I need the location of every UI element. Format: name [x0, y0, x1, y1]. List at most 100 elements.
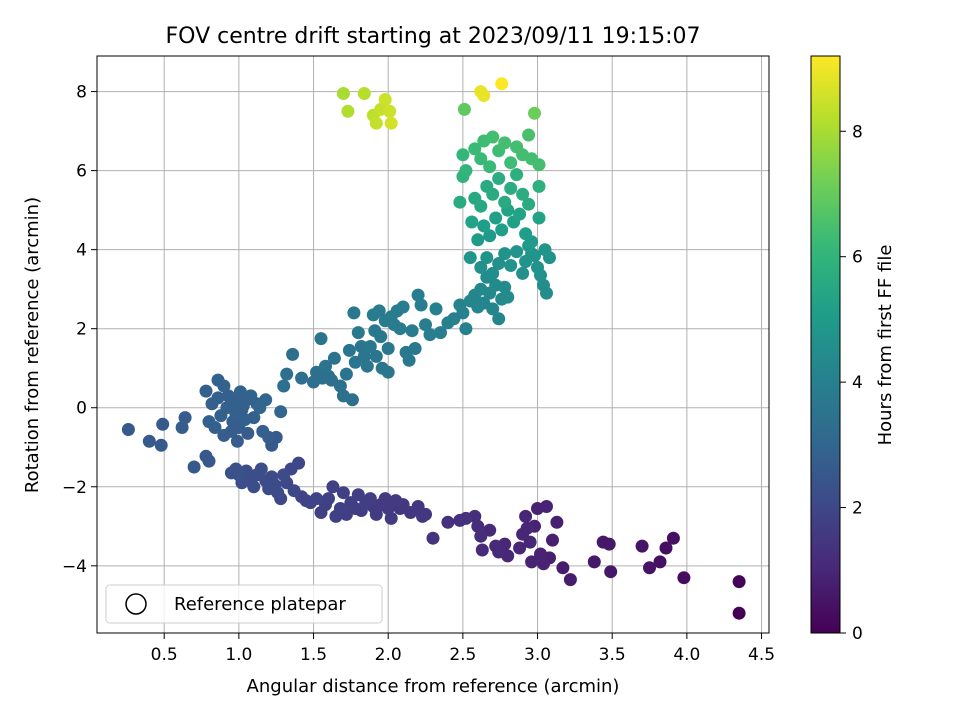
data-point	[256, 424, 270, 438]
data-point	[429, 302, 443, 316]
data-point	[504, 156, 518, 170]
data-point	[666, 531, 680, 545]
data-point	[175, 421, 189, 434]
data-point	[378, 492, 392, 506]
data-point	[463, 251, 477, 265]
data-point	[532, 179, 546, 193]
data-point	[504, 181, 518, 195]
data-point	[342, 343, 356, 357]
data-point	[486, 187, 500, 201]
data-point	[295, 371, 309, 385]
data-point	[369, 349, 383, 363]
data-point	[384, 116, 398, 130]
data-point	[456, 148, 470, 162]
data-point	[345, 393, 359, 407]
data-point	[441, 515, 455, 529]
data-point	[492, 257, 506, 270]
data-point	[360, 359, 374, 373]
data-point	[643, 561, 656, 575]
data-point	[363, 492, 377, 506]
data-point	[277, 379, 291, 393]
data-point	[292, 456, 306, 470]
data-point	[426, 531, 440, 545]
data-point	[540, 286, 553, 300]
colorbar-tick-label: 4	[852, 373, 863, 393]
data-point	[501, 290, 515, 304]
data-point	[419, 507, 432, 521]
data-point	[563, 573, 577, 587]
data-point	[532, 211, 546, 225]
x-axis-ticks: 0.5 1.0 1.5 2.0 2.5 3.0 3.5 4.0 4.5	[151, 633, 775, 665]
data-point	[405, 324, 419, 338]
data-point	[319, 359, 332, 373]
data-point	[492, 172, 506, 185]
data-point	[468, 142, 482, 156]
data-point	[513, 541, 527, 555]
x-tick-label: 1.0	[225, 645, 252, 665]
data-point	[310, 492, 323, 506]
data-point	[339, 367, 353, 381]
data-point	[232, 468, 246, 482]
legend-open-circle-marker	[125, 593, 147, 615]
data-point	[459, 322, 473, 336]
data-point	[498, 195, 512, 209]
y-tick-label: 0	[76, 399, 87, 419]
data-point	[326, 480, 340, 494]
data-point	[513, 207, 527, 221]
data-point	[510, 168, 524, 182]
data-point	[528, 106, 541, 120]
data-point	[202, 454, 216, 468]
x-tick-label: 2.5	[449, 645, 476, 665]
data-point	[274, 405, 288, 419]
data-point	[538, 243, 552, 257]
legend: Reference platepar	[105, 584, 383, 624]
y-tick-label: 4	[76, 241, 87, 261]
data-point	[602, 537, 616, 551]
data-point	[457, 102, 471, 116]
data-point	[259, 393, 273, 407]
data-point	[142, 434, 156, 448]
data-point	[498, 247, 512, 261]
data-point	[522, 197, 536, 211]
data-point	[516, 266, 530, 280]
data-point	[247, 480, 261, 494]
colorbar-tick-label: 8	[852, 122, 863, 142]
data-point	[314, 332, 328, 346]
data-point	[498, 136, 512, 150]
data-point	[121, 423, 135, 436]
x-tick-label: 1.5	[300, 645, 327, 665]
data-point	[357, 87, 371, 100]
y-axis-label: Rotation from reference (arcmin)	[22, 197, 43, 493]
data-point	[393, 322, 407, 336]
data-point	[322, 492, 335, 506]
data-point	[522, 128, 536, 142]
data-point	[247, 411, 261, 425]
data-point	[540, 500, 553, 513]
data-points	[121, 77, 746, 620]
data-point	[474, 260, 488, 274]
data-point	[408, 342, 422, 355]
data-point	[732, 575, 746, 589]
data-point	[347, 306, 361, 320]
data-point	[492, 312, 506, 326]
colorbar	[810, 55, 841, 634]
y-tick-label: −2	[62, 478, 87, 498]
data-point	[520, 521, 534, 535]
data-point	[217, 379, 231, 393]
data-point	[369, 507, 383, 521]
y-tick-label: −4	[62, 557, 87, 577]
data-point	[241, 426, 255, 440]
colorbar-ticks: 0 2 4 6 8	[840, 122, 863, 644]
x-axis-label: Angular distance from reference (arcmin)	[247, 676, 620, 697]
data-point	[396, 300, 410, 314]
data-point	[341, 104, 355, 118]
data-point	[156, 417, 170, 431]
data-point	[486, 302, 500, 316]
data-point	[531, 260, 544, 274]
data-point	[154, 438, 168, 452]
x-tick-label: 4.5	[748, 645, 775, 665]
data-point	[354, 340, 368, 353]
x-tick-label: 4.0	[673, 645, 700, 665]
data-point	[384, 511, 398, 525]
